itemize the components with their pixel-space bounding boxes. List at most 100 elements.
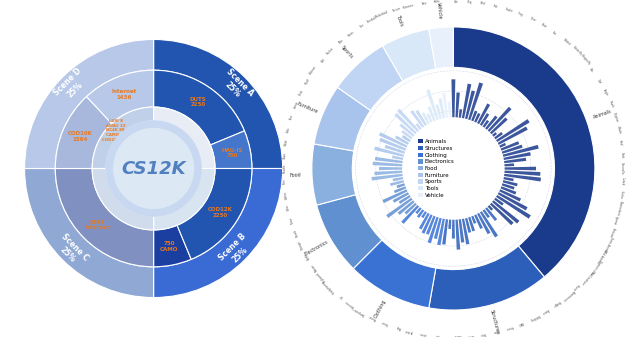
Wedge shape bbox=[465, 90, 475, 120]
Wedge shape bbox=[415, 110, 428, 126]
Text: Glove: Glove bbox=[381, 319, 390, 326]
Text: Iguana: Iguana bbox=[612, 215, 619, 225]
Wedge shape bbox=[484, 207, 497, 221]
Text: Building: Building bbox=[529, 313, 541, 321]
Wedge shape bbox=[383, 29, 436, 81]
Text: HAU-IS
750: HAU-IS 750 bbox=[221, 148, 243, 158]
Wedge shape bbox=[395, 135, 410, 145]
Wedge shape bbox=[379, 132, 408, 148]
Text: Seal: Seal bbox=[618, 139, 623, 146]
Text: Lamp: Lamp bbox=[292, 100, 300, 109]
Wedge shape bbox=[500, 141, 519, 151]
Circle shape bbox=[106, 121, 201, 216]
Text: Bread: Bread bbox=[292, 228, 300, 237]
Text: Dress: Dress bbox=[419, 331, 428, 336]
Text: Bridge: Bridge bbox=[552, 299, 561, 308]
Text: Apartment: Apartment bbox=[562, 289, 575, 302]
Wedge shape bbox=[487, 107, 511, 132]
Wedge shape bbox=[492, 200, 520, 223]
Wedge shape bbox=[495, 195, 531, 219]
Text: Table: Table bbox=[284, 139, 289, 146]
Wedge shape bbox=[452, 219, 455, 239]
Wedge shape bbox=[468, 83, 483, 121]
Text: Scene C
25%: Scene C 25% bbox=[52, 232, 90, 270]
Text: Bike: Bike bbox=[338, 38, 345, 45]
Wedge shape bbox=[374, 147, 404, 157]
Text: Eagle: Eagle bbox=[602, 89, 609, 97]
Wedge shape bbox=[499, 143, 506, 148]
Wedge shape bbox=[448, 101, 451, 118]
Text: Swim: Swim bbox=[347, 30, 355, 37]
Wedge shape bbox=[154, 70, 244, 145]
Wedge shape bbox=[314, 87, 371, 151]
Wedge shape bbox=[394, 113, 417, 135]
Wedge shape bbox=[154, 107, 215, 168]
Text: Pizza: Pizza bbox=[289, 216, 295, 224]
Wedge shape bbox=[404, 202, 417, 215]
Text: Tower: Tower bbox=[541, 307, 550, 314]
Circle shape bbox=[114, 128, 193, 209]
Wedge shape bbox=[453, 27, 595, 277]
Wedge shape bbox=[495, 119, 530, 142]
Wedge shape bbox=[397, 183, 406, 188]
Text: CS12K: CS12K bbox=[122, 159, 186, 178]
Text: Sea Creature: Sea Creature bbox=[580, 269, 595, 285]
Wedge shape bbox=[374, 171, 403, 175]
Wedge shape bbox=[422, 214, 433, 234]
Text: Deer: Deer bbox=[529, 17, 537, 23]
Wedge shape bbox=[401, 205, 420, 224]
Wedge shape bbox=[394, 186, 407, 193]
Wedge shape bbox=[386, 197, 413, 218]
Wedge shape bbox=[402, 135, 412, 142]
Wedge shape bbox=[426, 215, 436, 235]
Wedge shape bbox=[465, 217, 471, 233]
Text: Butterfly: Butterfly bbox=[572, 45, 582, 56]
Wedge shape bbox=[419, 212, 430, 229]
Wedge shape bbox=[502, 145, 539, 157]
Wedge shape bbox=[421, 211, 428, 218]
Wedge shape bbox=[479, 211, 498, 238]
Text: Crocodile: Crocodile bbox=[620, 162, 624, 175]
Wedge shape bbox=[317, 195, 382, 269]
Wedge shape bbox=[477, 103, 490, 125]
Wedge shape bbox=[477, 212, 490, 234]
Text: House: House bbox=[572, 282, 580, 291]
Wedge shape bbox=[471, 111, 477, 122]
Wedge shape bbox=[390, 180, 404, 186]
Text: Chameleon: Chameleon bbox=[616, 200, 623, 215]
Wedge shape bbox=[504, 167, 536, 170]
Wedge shape bbox=[426, 89, 439, 121]
Wedge shape bbox=[456, 92, 460, 118]
Text: Domestic Pet: Domestic Pet bbox=[588, 258, 602, 275]
Text: Basketball: Basketball bbox=[375, 10, 390, 19]
Text: Football: Football bbox=[366, 16, 378, 24]
Legend: Animals, Structures, Clothing, Electronics, Food, Furniture, Sports, Tools, Vehi: Animals, Structures, Clothing, Electroni… bbox=[416, 137, 457, 200]
Text: Bag: Bag bbox=[396, 325, 402, 330]
Text: Knife: Knife bbox=[433, 0, 440, 4]
Text: Owl: Owl bbox=[596, 78, 602, 85]
Wedge shape bbox=[456, 219, 460, 250]
Text: Sofa: Sofa bbox=[286, 126, 291, 133]
Wedge shape bbox=[399, 123, 415, 137]
Text: Furniture: Furniture bbox=[296, 101, 318, 115]
Text: Animals: Animals bbox=[592, 109, 612, 120]
Text: Lizard: Lizard bbox=[620, 177, 624, 186]
Text: LUSI 8
AWA2 32
NC4K 80
CAMO 46
COD10K 210: LUSI 8 AWA2 32 NC4K 80 CAMO 46 COD10K 21… bbox=[102, 119, 129, 142]
Wedge shape bbox=[211, 131, 252, 168]
Wedge shape bbox=[380, 138, 407, 151]
Wedge shape bbox=[397, 109, 420, 132]
Circle shape bbox=[403, 118, 504, 219]
Text: Sports: Sports bbox=[339, 44, 353, 59]
Wedge shape bbox=[436, 104, 442, 120]
Wedge shape bbox=[417, 209, 424, 218]
Text: Fence: Fence bbox=[505, 324, 514, 330]
Text: Vehicle: Vehicle bbox=[436, 2, 443, 20]
Text: Dolphin: Dolphin bbox=[612, 112, 619, 123]
Wedge shape bbox=[503, 152, 531, 160]
Text: Run: Run bbox=[360, 23, 366, 29]
Text: Soccer: Soccer bbox=[392, 6, 402, 13]
Text: Frog: Frog bbox=[517, 11, 524, 17]
Wedge shape bbox=[92, 168, 154, 230]
Wedge shape bbox=[504, 171, 540, 176]
Text: Headphones: Headphones bbox=[321, 279, 335, 294]
